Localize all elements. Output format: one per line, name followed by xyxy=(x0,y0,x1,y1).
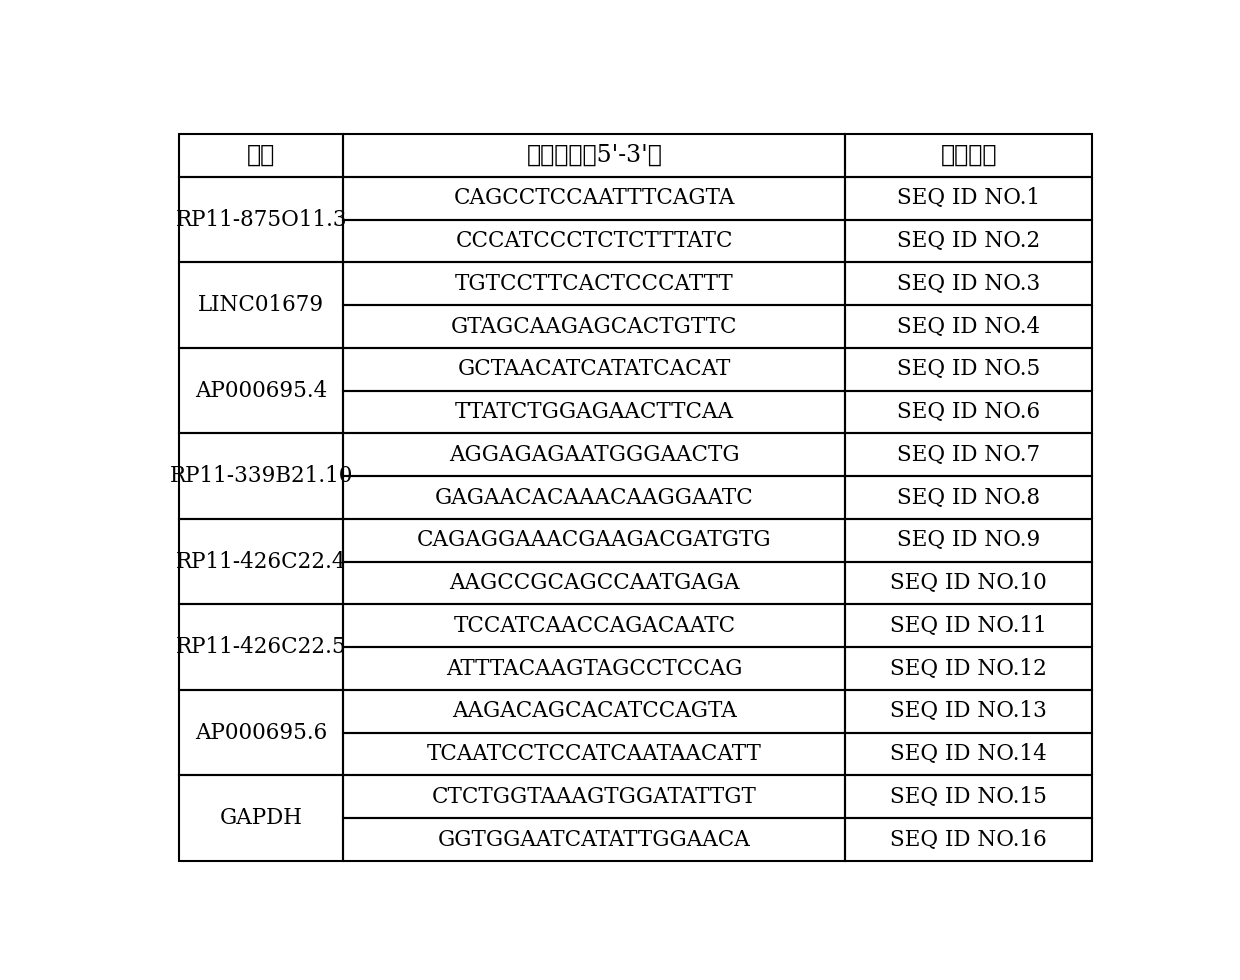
Bar xyxy=(343,348,846,391)
Bar xyxy=(343,818,846,860)
Text: GAGAACACAAACAAGGAATC: GAGAACACAAACAAGGAATC xyxy=(435,486,754,509)
Text: AAGACAGCACATCCAGTA: AAGACAGCACATCCAGTA xyxy=(453,701,737,722)
Text: SEQ ID NO.15: SEQ ID NO.15 xyxy=(890,786,1047,808)
Bar xyxy=(846,733,1092,775)
Text: AP000695.6: AP000695.6 xyxy=(195,721,327,744)
Bar xyxy=(846,263,1092,305)
Text: LINC01679: LINC01679 xyxy=(198,294,324,317)
Bar xyxy=(343,562,846,605)
Bar xyxy=(343,134,846,177)
Bar xyxy=(343,775,846,818)
Text: GTAGCAAGAGCACTGTTC: GTAGCAAGAGCACTGTTC xyxy=(451,316,738,337)
Bar xyxy=(343,177,846,220)
Text: SEQ ID NO.5: SEQ ID NO.5 xyxy=(897,359,1040,380)
Text: TCAATCCTCCATCAATAACATT: TCAATCCTCCATCAATAACATT xyxy=(427,743,761,765)
Bar xyxy=(846,647,1092,690)
Text: SEQ ID NO.1: SEQ ID NO.1 xyxy=(898,187,1040,210)
Text: AGGAGAGAATGGGAACTG: AGGAGAGAATGGGAACTG xyxy=(449,444,740,465)
Bar xyxy=(846,348,1092,391)
Bar xyxy=(343,519,846,562)
Text: 基因: 基因 xyxy=(247,144,275,167)
Bar xyxy=(846,134,1092,177)
Bar xyxy=(179,690,343,775)
Bar xyxy=(179,263,343,348)
Text: AAGCCGCAGCCAATGAGA: AAGCCGCAGCCAATGAGA xyxy=(449,572,740,594)
Text: ATTTACAAGTAGCCTCCAG: ATTTACAAGTAGCCTCCAG xyxy=(446,658,743,679)
Bar xyxy=(179,348,343,433)
Text: GCTAACATCATATCACAT: GCTAACATCATATCACAT xyxy=(458,359,732,380)
Text: RP11-426C22.5: RP11-426C22.5 xyxy=(176,636,346,659)
Text: SEQ ID NO.6: SEQ ID NO.6 xyxy=(898,401,1040,423)
Bar xyxy=(343,690,846,733)
Bar xyxy=(179,433,343,519)
Bar xyxy=(343,263,846,305)
Text: TGTCCTTCACTCCCATTT: TGTCCTTCACTCCCATTT xyxy=(455,272,734,295)
Text: CAGAGGAAACGAAGACGATGTG: CAGAGGAAACGAAGACGATGTG xyxy=(417,529,771,552)
Bar xyxy=(343,476,846,519)
Bar xyxy=(846,391,1092,433)
Text: GGTGGAATCATATTGGAACA: GGTGGAATCATATTGGAACA xyxy=(438,828,750,851)
Bar xyxy=(343,305,846,348)
Bar xyxy=(846,562,1092,605)
Text: SEQ ID NO.8: SEQ ID NO.8 xyxy=(898,486,1040,509)
Text: RP11-426C22.4: RP11-426C22.4 xyxy=(176,551,346,572)
Bar xyxy=(179,177,343,263)
Text: CCCATCCCTCTCTTTATC: CCCATCCCTCTCTTTATC xyxy=(455,230,733,252)
Bar xyxy=(179,519,343,605)
Text: SEQ ID NO.4: SEQ ID NO.4 xyxy=(898,316,1040,337)
Bar xyxy=(179,775,343,860)
Text: 引物序列（5'-3'）: 引物序列（5'-3'） xyxy=(527,144,662,167)
Bar xyxy=(846,177,1092,220)
Text: SEQ ID NO.12: SEQ ID NO.12 xyxy=(890,658,1047,679)
Text: SEQ ID NO.14: SEQ ID NO.14 xyxy=(890,743,1047,765)
Text: CTCTGGTAAAGTGGATATTGT: CTCTGGTAAAGTGGATATTGT xyxy=(432,786,756,808)
Text: 序列编号: 序列编号 xyxy=(940,144,997,167)
Bar xyxy=(846,220,1092,263)
Bar xyxy=(343,647,846,690)
Text: SEQ ID NO.3: SEQ ID NO.3 xyxy=(897,272,1040,295)
Text: TTATCTGGAGAACTTCAA: TTATCTGGAGAACTTCAA xyxy=(455,401,734,423)
Bar xyxy=(343,220,846,263)
Text: SEQ ID NO.7: SEQ ID NO.7 xyxy=(898,444,1040,465)
Text: CAGCCTCCAATTTCAGTA: CAGCCTCCAATTTCAGTA xyxy=(454,187,735,210)
Bar xyxy=(846,476,1092,519)
Bar xyxy=(343,733,846,775)
Text: SEQ ID NO.10: SEQ ID NO.10 xyxy=(890,572,1047,594)
Bar xyxy=(846,305,1092,348)
Text: RP11-339B21.10: RP11-339B21.10 xyxy=(170,466,353,487)
Bar xyxy=(343,391,846,433)
Text: TCCATCAACCAGACAATC: TCCATCAACCAGACAATC xyxy=(454,614,735,637)
Bar xyxy=(179,605,343,690)
Bar xyxy=(343,605,846,647)
Text: RP11-875O11.3: RP11-875O11.3 xyxy=(175,209,347,230)
Bar xyxy=(846,519,1092,562)
Bar xyxy=(846,433,1092,476)
Bar xyxy=(846,818,1092,860)
Bar xyxy=(846,605,1092,647)
Bar xyxy=(846,690,1092,733)
Text: GAPDH: GAPDH xyxy=(219,808,303,829)
Bar xyxy=(343,433,846,476)
Text: SEQ ID NO.13: SEQ ID NO.13 xyxy=(890,701,1047,722)
Bar xyxy=(846,775,1092,818)
Text: SEQ ID NO.9: SEQ ID NO.9 xyxy=(897,529,1040,552)
Bar xyxy=(179,134,343,177)
Text: SEQ ID NO.16: SEQ ID NO.16 xyxy=(890,828,1047,851)
Text: SEQ ID NO.11: SEQ ID NO.11 xyxy=(890,614,1047,637)
Text: AP000695.4: AP000695.4 xyxy=(195,379,327,402)
Text: SEQ ID NO.2: SEQ ID NO.2 xyxy=(897,230,1040,252)
